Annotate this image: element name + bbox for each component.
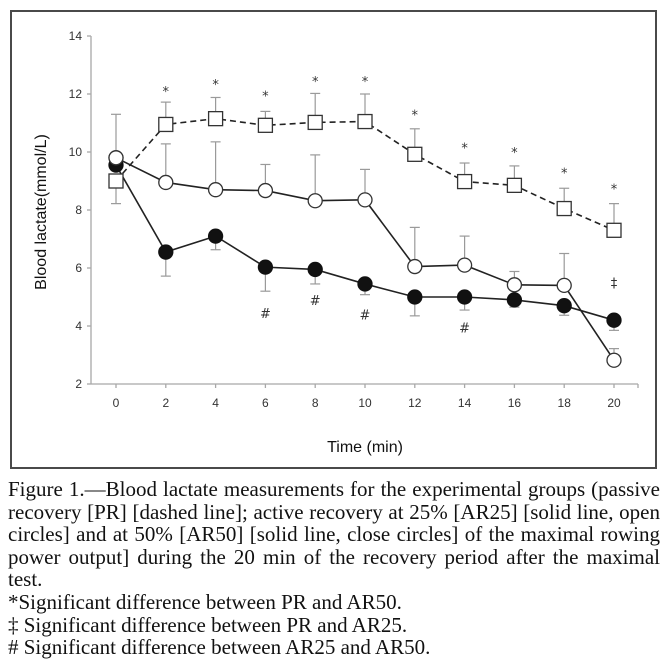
y-tick-label: 4 xyxy=(75,319,82,333)
caption-main: Figure 1.—Blood lactate measurements for… xyxy=(8,477,660,592)
x-axis-title: Time (min) xyxy=(327,439,403,456)
x-tick-label: 0 xyxy=(113,396,120,410)
data-point-pr xyxy=(357,113,373,130)
data-point-ar25 xyxy=(257,182,274,199)
asterisk-annotation: * xyxy=(461,142,468,157)
data-point-ar25 xyxy=(407,258,423,275)
hash-annotation: # xyxy=(310,294,321,309)
data-point-ar25 xyxy=(207,182,224,198)
asterisk-annotation: * xyxy=(312,75,319,90)
y-tick-label: 12 xyxy=(69,87,83,101)
y-tick-label: 6 xyxy=(75,261,82,275)
x-tick-label: 4 xyxy=(212,396,219,410)
data-point-ar50 xyxy=(207,228,224,244)
double-dagger-annotation: ‡ xyxy=(611,277,618,292)
hash-annotation: # xyxy=(260,307,271,322)
data-point-ar50 xyxy=(407,289,423,305)
figure-caption: Figure 1.—Blood lactate measurements for… xyxy=(8,478,660,659)
hash-annotation: # xyxy=(459,321,470,336)
data-point-pr xyxy=(207,111,224,127)
data-point-pr xyxy=(456,173,473,190)
caption-note-hash: # Significant difference between AR25 an… xyxy=(8,635,431,660)
x-tick-label: 20 xyxy=(607,396,621,410)
significance-annotations: * * * * * * * * * * # # # # ‡ xyxy=(163,75,618,337)
caption-note-double-dagger: ‡ Significant difference between PR and … xyxy=(8,612,408,637)
data-point-ar50 xyxy=(307,261,323,278)
data-point-pr xyxy=(606,222,622,238)
data-point-ar50 xyxy=(556,298,572,314)
data-point-pr xyxy=(307,114,323,131)
asterisk-annotation: * xyxy=(262,89,269,104)
asterisk-annotation: * xyxy=(611,182,618,197)
data-point-pr xyxy=(506,177,523,194)
data-point-ar50 xyxy=(257,259,274,275)
x-tick-label: 6 xyxy=(262,396,269,410)
data-point-ar25 xyxy=(158,174,174,191)
data-point-pr xyxy=(257,117,274,133)
data-point-pr xyxy=(407,146,423,162)
y-axis-title: Blood lactate(mmol/L) xyxy=(33,134,50,290)
asterisk-annotation: * xyxy=(412,108,419,123)
x-tick-label: 8 xyxy=(312,396,319,410)
asterisk-annotation: * xyxy=(212,78,219,93)
asterisk-annotation: * xyxy=(511,146,518,161)
data-point-ar25 xyxy=(606,352,622,368)
line-chart: 2 4 6 8 10 12 14 0 2 4 6 8 10 12 14 16 18 20 * * * * * * * * * * # #… xyxy=(33,29,639,456)
data-point-ar50 xyxy=(357,276,373,292)
data-point-ar50 xyxy=(506,292,523,308)
data-point-pr xyxy=(158,116,174,133)
data-point-ar25 xyxy=(108,150,124,166)
asterisk-annotation: * xyxy=(561,166,568,181)
x-tick-label: 10 xyxy=(358,396,372,410)
data-point-ar50 xyxy=(456,289,473,305)
data-point-ar25 xyxy=(506,277,523,293)
asterisk-annotation: * xyxy=(362,75,369,90)
chart-frame xyxy=(10,10,657,469)
x-tick-label: 2 xyxy=(162,396,169,410)
data-point-pr xyxy=(108,173,124,189)
data-point-ar25 xyxy=(456,257,473,273)
x-tick-label: 16 xyxy=(508,396,522,410)
y-tick-label: 10 xyxy=(69,145,83,159)
data-point-ar50 xyxy=(606,312,622,328)
data-point-ar25 xyxy=(307,193,323,209)
x-tick-label: 18 xyxy=(558,396,572,410)
series-lines xyxy=(115,117,615,361)
y-tick-label: 14 xyxy=(69,29,83,43)
data-point-ar25 xyxy=(556,277,572,294)
caption-note-asterisk: *Significant difference between PR and A… xyxy=(8,589,402,614)
data-point-ar50 xyxy=(158,244,174,260)
axes: 2 4 6 8 10 12 14 0 2 4 6 8 10 12 14 16 18 20 xyxy=(69,29,639,410)
x-tick-label: 12 xyxy=(408,396,422,410)
hash-annotation: # xyxy=(360,308,371,323)
y-tick-label: 2 xyxy=(75,377,82,391)
data-point-ar25 xyxy=(357,192,373,208)
y-tick-label: 8 xyxy=(75,203,82,217)
x-tick-label: 14 xyxy=(458,396,472,410)
data-point-pr xyxy=(556,200,572,217)
series-markers xyxy=(108,111,622,368)
asterisk-annotation: * xyxy=(163,85,170,100)
